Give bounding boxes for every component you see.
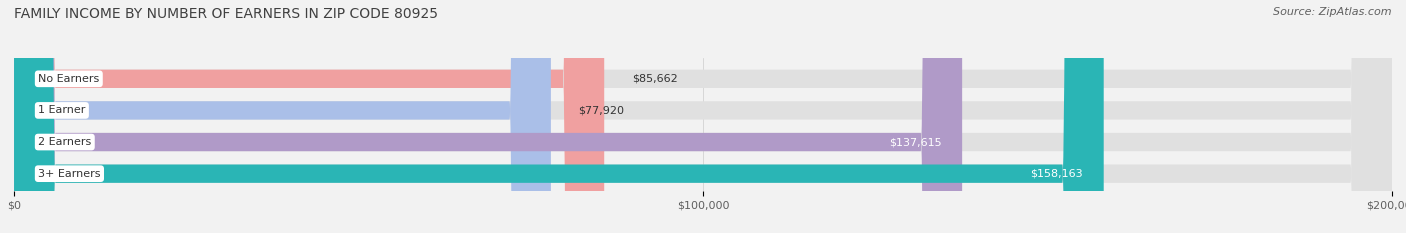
Text: 2 Earners: 2 Earners [38, 137, 91, 147]
Text: $77,920: $77,920 [578, 105, 624, 115]
Text: $137,615: $137,615 [889, 137, 942, 147]
FancyBboxPatch shape [14, 0, 1392, 233]
FancyBboxPatch shape [14, 0, 962, 233]
Text: 3+ Earners: 3+ Earners [38, 169, 101, 179]
Text: Source: ZipAtlas.com: Source: ZipAtlas.com [1274, 7, 1392, 17]
FancyBboxPatch shape [14, 0, 1392, 233]
Text: $85,662: $85,662 [631, 74, 678, 84]
FancyBboxPatch shape [14, 0, 1392, 233]
FancyBboxPatch shape [14, 0, 1392, 233]
FancyBboxPatch shape [14, 0, 1104, 233]
Text: FAMILY INCOME BY NUMBER OF EARNERS IN ZIP CODE 80925: FAMILY INCOME BY NUMBER OF EARNERS IN ZI… [14, 7, 439, 21]
Text: No Earners: No Earners [38, 74, 100, 84]
Text: $158,163: $158,163 [1031, 169, 1083, 179]
FancyBboxPatch shape [14, 0, 551, 233]
FancyBboxPatch shape [14, 0, 605, 233]
Text: 1 Earner: 1 Earner [38, 105, 86, 115]
